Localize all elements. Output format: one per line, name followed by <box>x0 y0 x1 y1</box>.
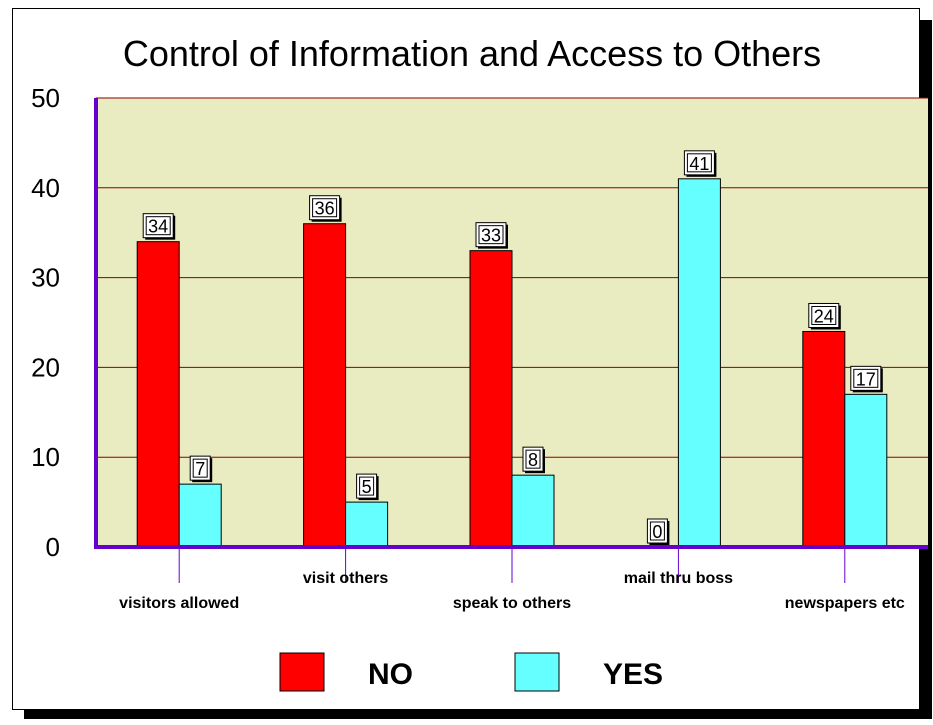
data-label-inner-border <box>478 225 504 245</box>
data-label-inner-border <box>525 449 541 469</box>
y-tick-label: 20 <box>31 352 60 382</box>
data-label-inner-border <box>649 521 665 541</box>
data-label-box <box>522 446 544 472</box>
data-label-box <box>309 195 341 221</box>
data-label-inner-border <box>853 368 879 388</box>
data-label-inner-border <box>359 476 375 496</box>
bar-yes <box>677 178 721 548</box>
y-tick-label: 50 <box>31 83 60 113</box>
frame-shadow-bottom <box>24 709 932 719</box>
data-label-inner-border <box>145 216 171 236</box>
data-label-box <box>356 473 378 499</box>
x-tick-label: newspapers etc <box>785 595 905 612</box>
data-label: 7 <box>195 459 205 479</box>
y-tick-label: 40 <box>31 173 60 203</box>
data-label-box <box>646 518 668 544</box>
data-label-box <box>683 150 715 176</box>
data-label: 41 <box>689 154 709 174</box>
legend-swatch-no <box>279 652 325 692</box>
y-tick-label: 30 <box>31 263 60 293</box>
legend: NO YES <box>279 652 663 692</box>
data-label: 17 <box>856 369 876 389</box>
bar-no <box>303 223 347 548</box>
data-label: 0 <box>652 522 662 542</box>
bar-yes <box>345 501 389 548</box>
data-label: 34 <box>148 217 168 237</box>
x-tick-label: speak to others <box>453 595 571 612</box>
data-label: 8 <box>528 450 538 470</box>
x-tick-label: visit others <box>303 570 388 587</box>
data-label-inner-border <box>312 198 338 218</box>
y-tick-label: 10 <box>31 442 60 472</box>
data-label-inner-border <box>686 153 712 173</box>
data-label: 5 <box>362 477 372 497</box>
data-label-box <box>189 455 211 481</box>
data-label-inner-border <box>192 458 208 478</box>
data-label-box <box>850 365 882 391</box>
data-label-box <box>475 222 507 248</box>
legend-label-yes: YES <box>603 658 663 691</box>
bar-no <box>469 250 513 548</box>
bar-yes <box>511 474 555 548</box>
data-label: 33 <box>481 226 501 246</box>
bar-yes <box>844 393 888 548</box>
x-tick-label: mail thru boss <box>624 570 733 587</box>
bar-yes <box>178 483 222 548</box>
bar-no <box>136 241 180 548</box>
legend-swatch-yes <box>514 652 560 692</box>
legend-label-no: NO <box>368 658 413 691</box>
data-label-box <box>142 213 174 239</box>
y-tick-label: 0 <box>46 532 60 562</box>
chart-title: Control of Information and Access to Oth… <box>123 33 821 74</box>
data-label-box <box>808 302 840 328</box>
bar-no <box>802 330 846 548</box>
data-label-inner-border <box>811 305 837 325</box>
data-label: 24 <box>814 306 834 326</box>
data-label: 36 <box>315 199 335 219</box>
x-tick-label: visitors allowed <box>119 595 239 612</box>
